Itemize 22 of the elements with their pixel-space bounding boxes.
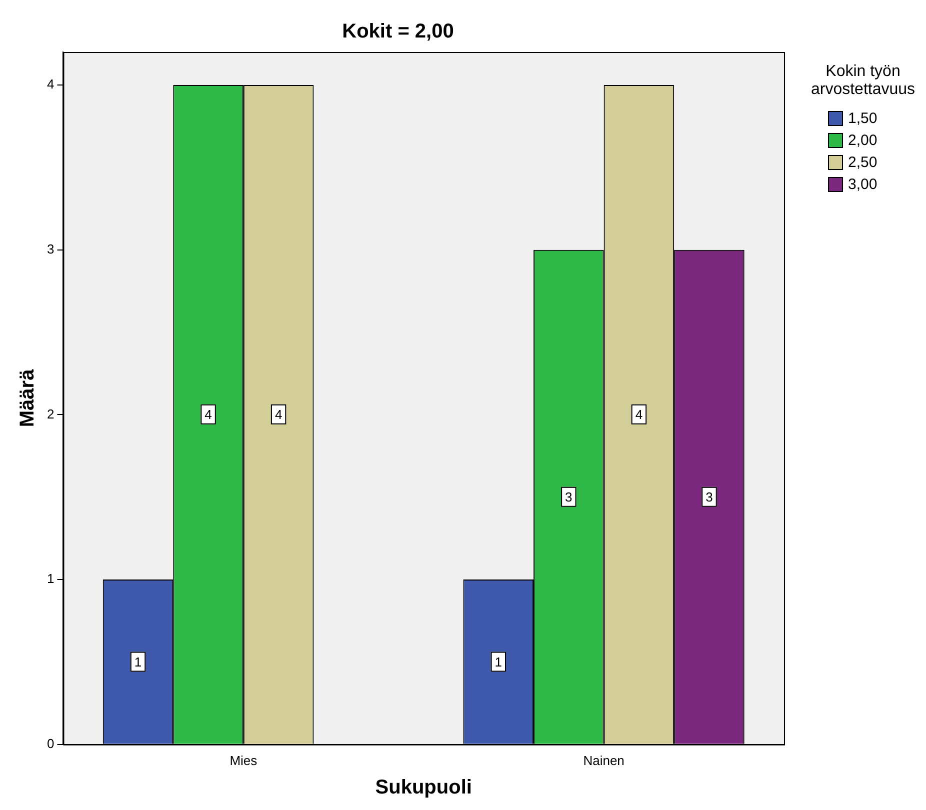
- legend-label: 3,00: [848, 176, 878, 192]
- legend-label: 1,50: [848, 110, 878, 126]
- legend-label: 2,50: [848, 154, 878, 170]
- x-tick-label: Nainen: [583, 752, 624, 768]
- x-tick-label: Mies: [230, 752, 258, 768]
- data-label: 1: [134, 654, 142, 670]
- chart-title: Kokit = 2,00: [342, 20, 454, 43]
- y-axis-title: Määrä: [16, 368, 39, 428]
- data-label: 3: [706, 489, 713, 504]
- x-axis-title: Sukupuoli: [375, 776, 472, 799]
- legend-title: Kokin työn arvostettavuus: [810, 63, 916, 99]
- data-label: 4: [274, 407, 282, 422]
- data-label: 4: [635, 407, 643, 422]
- data-label: 4: [204, 407, 212, 422]
- data-label: 1: [494, 654, 502, 670]
- data-label: 3: [565, 489, 572, 504]
- y-tick-label: 0: [46, 736, 54, 751]
- y-tick-label: 2: [46, 406, 54, 422]
- legend-label: 2,00: [848, 132, 878, 148]
- y-tick-label: 4: [46, 76, 54, 92]
- y-tick-label: 3: [46, 241, 54, 256]
- y-tick-label: 1: [46, 571, 54, 586]
